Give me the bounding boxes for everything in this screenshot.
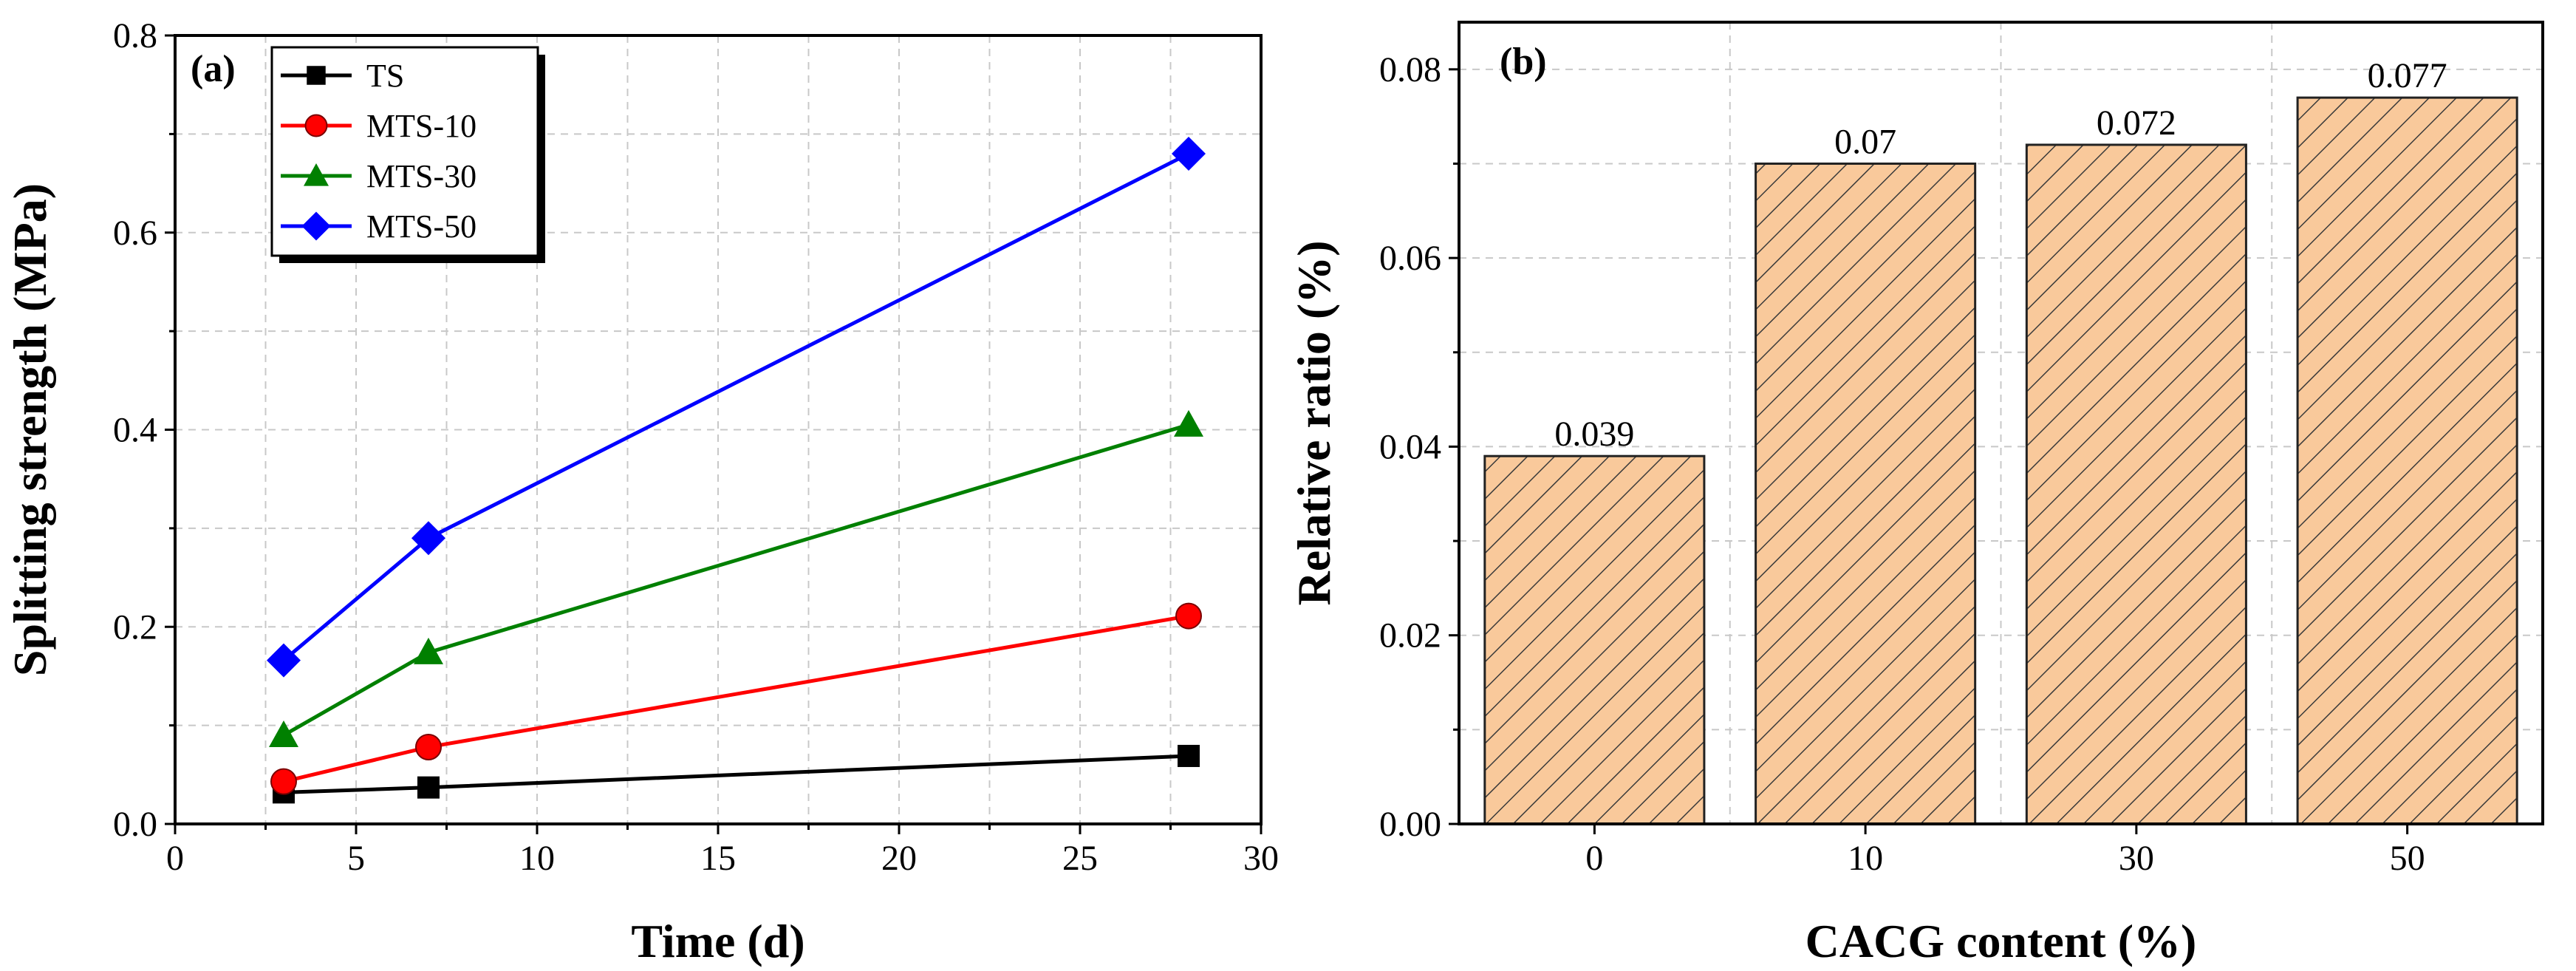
legend-label: MTS-30 [366,158,476,194]
legend-label: TS [366,58,404,94]
bar-10 [1755,162,1977,825]
data-point-diamond [411,521,445,556]
x-tick-label: 5 [347,839,365,878]
bar-30 [2025,143,2247,825]
y-tick-label: 0.6 [113,214,157,253]
y-tick-label: 0.04 [1379,427,1441,466]
bar-50 [2296,96,2518,825]
x-tick-label: 20 [881,839,917,878]
series-line-mts-30 [282,423,1189,737]
y-axis-title: Splitting strength (MPa) [4,183,56,676]
data-point-diamond [1172,137,1206,171]
y-tick-label: 0.06 [1379,239,1441,278]
plot-frame [1458,21,2544,825]
bar-value-label: 0.07 [1834,122,1896,161]
data-point-square [307,66,326,85]
x-axis-title: Time (d) [631,915,804,967]
bar-value-label: 0.039 [1554,415,1634,454]
bar-value-label: 0.077 [2368,56,2447,95]
panel-a-tag: (a) [191,48,236,90]
x-tick-label: 10 [1848,839,1883,878]
y-tick-label: 0.02 [1379,616,1441,655]
bar-0 [1483,454,1706,825]
data-point-circle [415,733,442,760]
data-point-triangle [304,163,329,186]
data-point-circle [270,768,297,795]
data-point-diamond [267,643,301,678]
data-point-circle [304,114,328,137]
data-point-diamond [301,211,331,241]
x-tick-label: 0 [166,839,184,878]
x-tick-label: 50 [2390,839,2425,878]
y-tick-label: 0.08 [1379,50,1441,89]
panel-b-bar-chart: 0.039 0.07 0.072 0.077 0 10 30 50 0.00 0.02 0.04 0.… [1288,21,2544,967]
panel-a-line-chart: 0 5 10 15 20 25 30 0.0 0.2 0.4 0.6 0.8 Time (d) Split… [4,16,1279,967]
data-point-triangle [269,720,298,747]
data-point-square [417,776,440,799]
x-tick-label: 15 [700,839,736,878]
data-point-triangle [1174,409,1203,437]
x-tick-label: 10 [519,839,555,878]
panel-b-tag: (b) [1500,41,1547,83]
legend-label: MTS-50 [366,208,476,245]
y-tick-label: 0.2 [113,607,157,647]
x-tick-label: 0 [1585,839,1603,878]
bar-value-label: 0.072 [2097,103,2176,143]
x-tick-label: 30 [2119,839,2154,878]
data-point-square [1178,744,1200,767]
x-axis-title: CACG content (%) [1805,915,2197,967]
y-tick-label: 0.0 [113,805,157,844]
data-point-circle [1175,602,1202,630]
y-axis-title: Relative ratio (%) [1288,240,1340,605]
data-point-triangle [414,637,443,664]
y-tick-label: 0.4 [113,411,157,450]
y-tick-label: 0.00 [1379,805,1441,844]
x-tick-label: 30 [1243,839,1279,878]
x-tick-label: 25 [1062,839,1098,878]
legend-label: MTS-10 [366,108,476,144]
y-tick-label: 0.8 [113,16,157,55]
